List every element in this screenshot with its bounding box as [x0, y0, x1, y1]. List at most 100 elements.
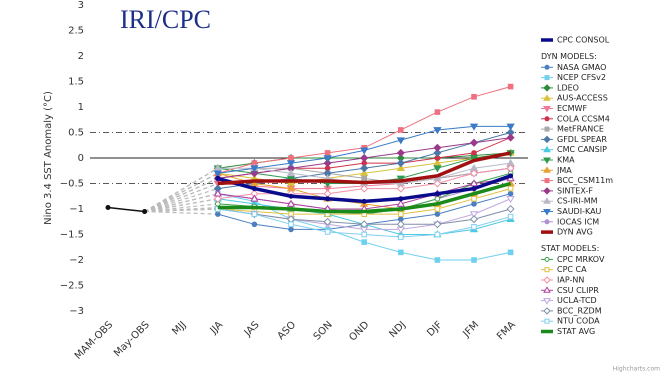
marker: [360, 169, 369, 177]
marker: [506, 204, 515, 214]
legend-label: DYN AVG: [557, 228, 593, 237]
marker: [471, 196, 477, 202]
legend-marker: [544, 178, 550, 184]
marker: [434, 231, 441, 238]
legend-label: NCEP CFSv2: [557, 73, 606, 82]
legend-marker: [543, 286, 551, 293]
marker: [286, 160, 296, 168]
marker: [433, 148, 442, 157]
marker: [471, 186, 477, 192]
credits: Highcharts.com: [613, 366, 660, 373]
marker: [398, 234, 404, 240]
marker: [433, 127, 442, 135]
marker: [507, 83, 514, 90]
legend-label: JMA: [556, 166, 572, 175]
legend-marker: [544, 64, 550, 70]
marker: [213, 170, 222, 178]
legend-label: IOCAS ICM: [557, 217, 599, 226]
legend-label: GFDL SPEAR: [557, 135, 607, 144]
marker: [471, 201, 477, 207]
marker: [471, 150, 477, 156]
marker: [507, 190, 514, 197]
connector: [144, 208, 218, 213]
marker: [433, 165, 442, 173]
legend-label: ECMWF: [557, 104, 587, 113]
marker: [251, 186, 257, 192]
legend-label: BCC_RZDM: [557, 306, 602, 315]
legend-heading: DYN MODELS:: [541, 52, 597, 61]
legend-marker: [544, 75, 550, 81]
connector: [144, 206, 218, 213]
y-tick-label: 1.5: [68, 77, 84, 88]
marker: [434, 191, 440, 197]
marker: [360, 153, 369, 163]
marker: [396, 159, 405, 168]
legend-label: SAUDI-KAU: [557, 207, 602, 216]
marker: [360, 220, 369, 229]
marker: [471, 257, 477, 263]
marker: [434, 196, 441, 202]
legend-marker: [543, 145, 551, 153]
x-tick-label: DJF: [425, 319, 445, 339]
legend-label: CSU CLIPR: [557, 286, 599, 295]
connector: [144, 203, 218, 213]
y-axis-label: Nino 3.4 SST Anomaly (°C): [43, 91, 54, 225]
legend-label: IAP-NN: [557, 276, 584, 285]
marker: [469, 169, 479, 178]
marker: [360, 147, 369, 155]
legend-label: AUS-ACCESS: [557, 94, 608, 103]
marker: [469, 123, 479, 131]
marker: [361, 239, 367, 245]
legend-marker: [543, 197, 551, 204]
marker: [469, 179, 479, 187]
connector: [144, 188, 218, 213]
connector: [144, 177, 219, 213]
legend-marker: [543, 157, 551, 164]
marker: [288, 193, 294, 199]
y-tick-label: 1: [78, 102, 84, 113]
connector: [144, 198, 218, 213]
marker: [323, 159, 332, 168]
marker: [323, 155, 332, 163]
marker: [215, 175, 221, 181]
marker: [507, 213, 514, 220]
marker: [396, 199, 405, 207]
legend-marker: [543, 106, 551, 113]
marker: [396, 184, 405, 193]
legend-marker: [543, 298, 551, 305]
x-tick-label: SON: [312, 319, 335, 342]
marker: [398, 196, 404, 202]
marker: [396, 220, 405, 229]
marker: [434, 257, 441, 263]
marker: [324, 150, 331, 156]
legend-label: CPC CONSOL: [557, 36, 610, 45]
marker: [507, 185, 514, 192]
legend-marker: [543, 307, 551, 315]
marker: [323, 217, 332, 226]
legend-label: NTU CODA: [557, 317, 600, 326]
legend-marker: [543, 276, 551, 284]
y-tick-label: −1.5: [60, 230, 84, 241]
marker: [324, 229, 331, 235]
marker: [508, 173, 514, 179]
marker: [396, 175, 405, 183]
marker: [286, 199, 296, 207]
marker: [213, 189, 222, 197]
legend-label: NASA GMAO: [557, 63, 606, 72]
x-tick-label: MAM-OBS: [73, 319, 115, 361]
legend-label: CPC CA: [557, 265, 587, 274]
marker: [360, 164, 369, 173]
marker: [361, 231, 367, 238]
marker: [396, 163, 405, 171]
legend-label: CMC CANSIP: [557, 145, 607, 154]
x-tick-label: JJA: [208, 319, 225, 336]
marker: [250, 165, 259, 173]
marker: [250, 179, 259, 187]
legend-marker: [543, 135, 551, 144]
y-tick-label: 0.5: [68, 128, 84, 139]
marker: [288, 155, 294, 161]
x-tick-label: FMA: [495, 319, 518, 342]
y-tick-label: 2.5: [68, 26, 84, 37]
legend-marker: [544, 219, 550, 225]
marker: [288, 226, 294, 233]
